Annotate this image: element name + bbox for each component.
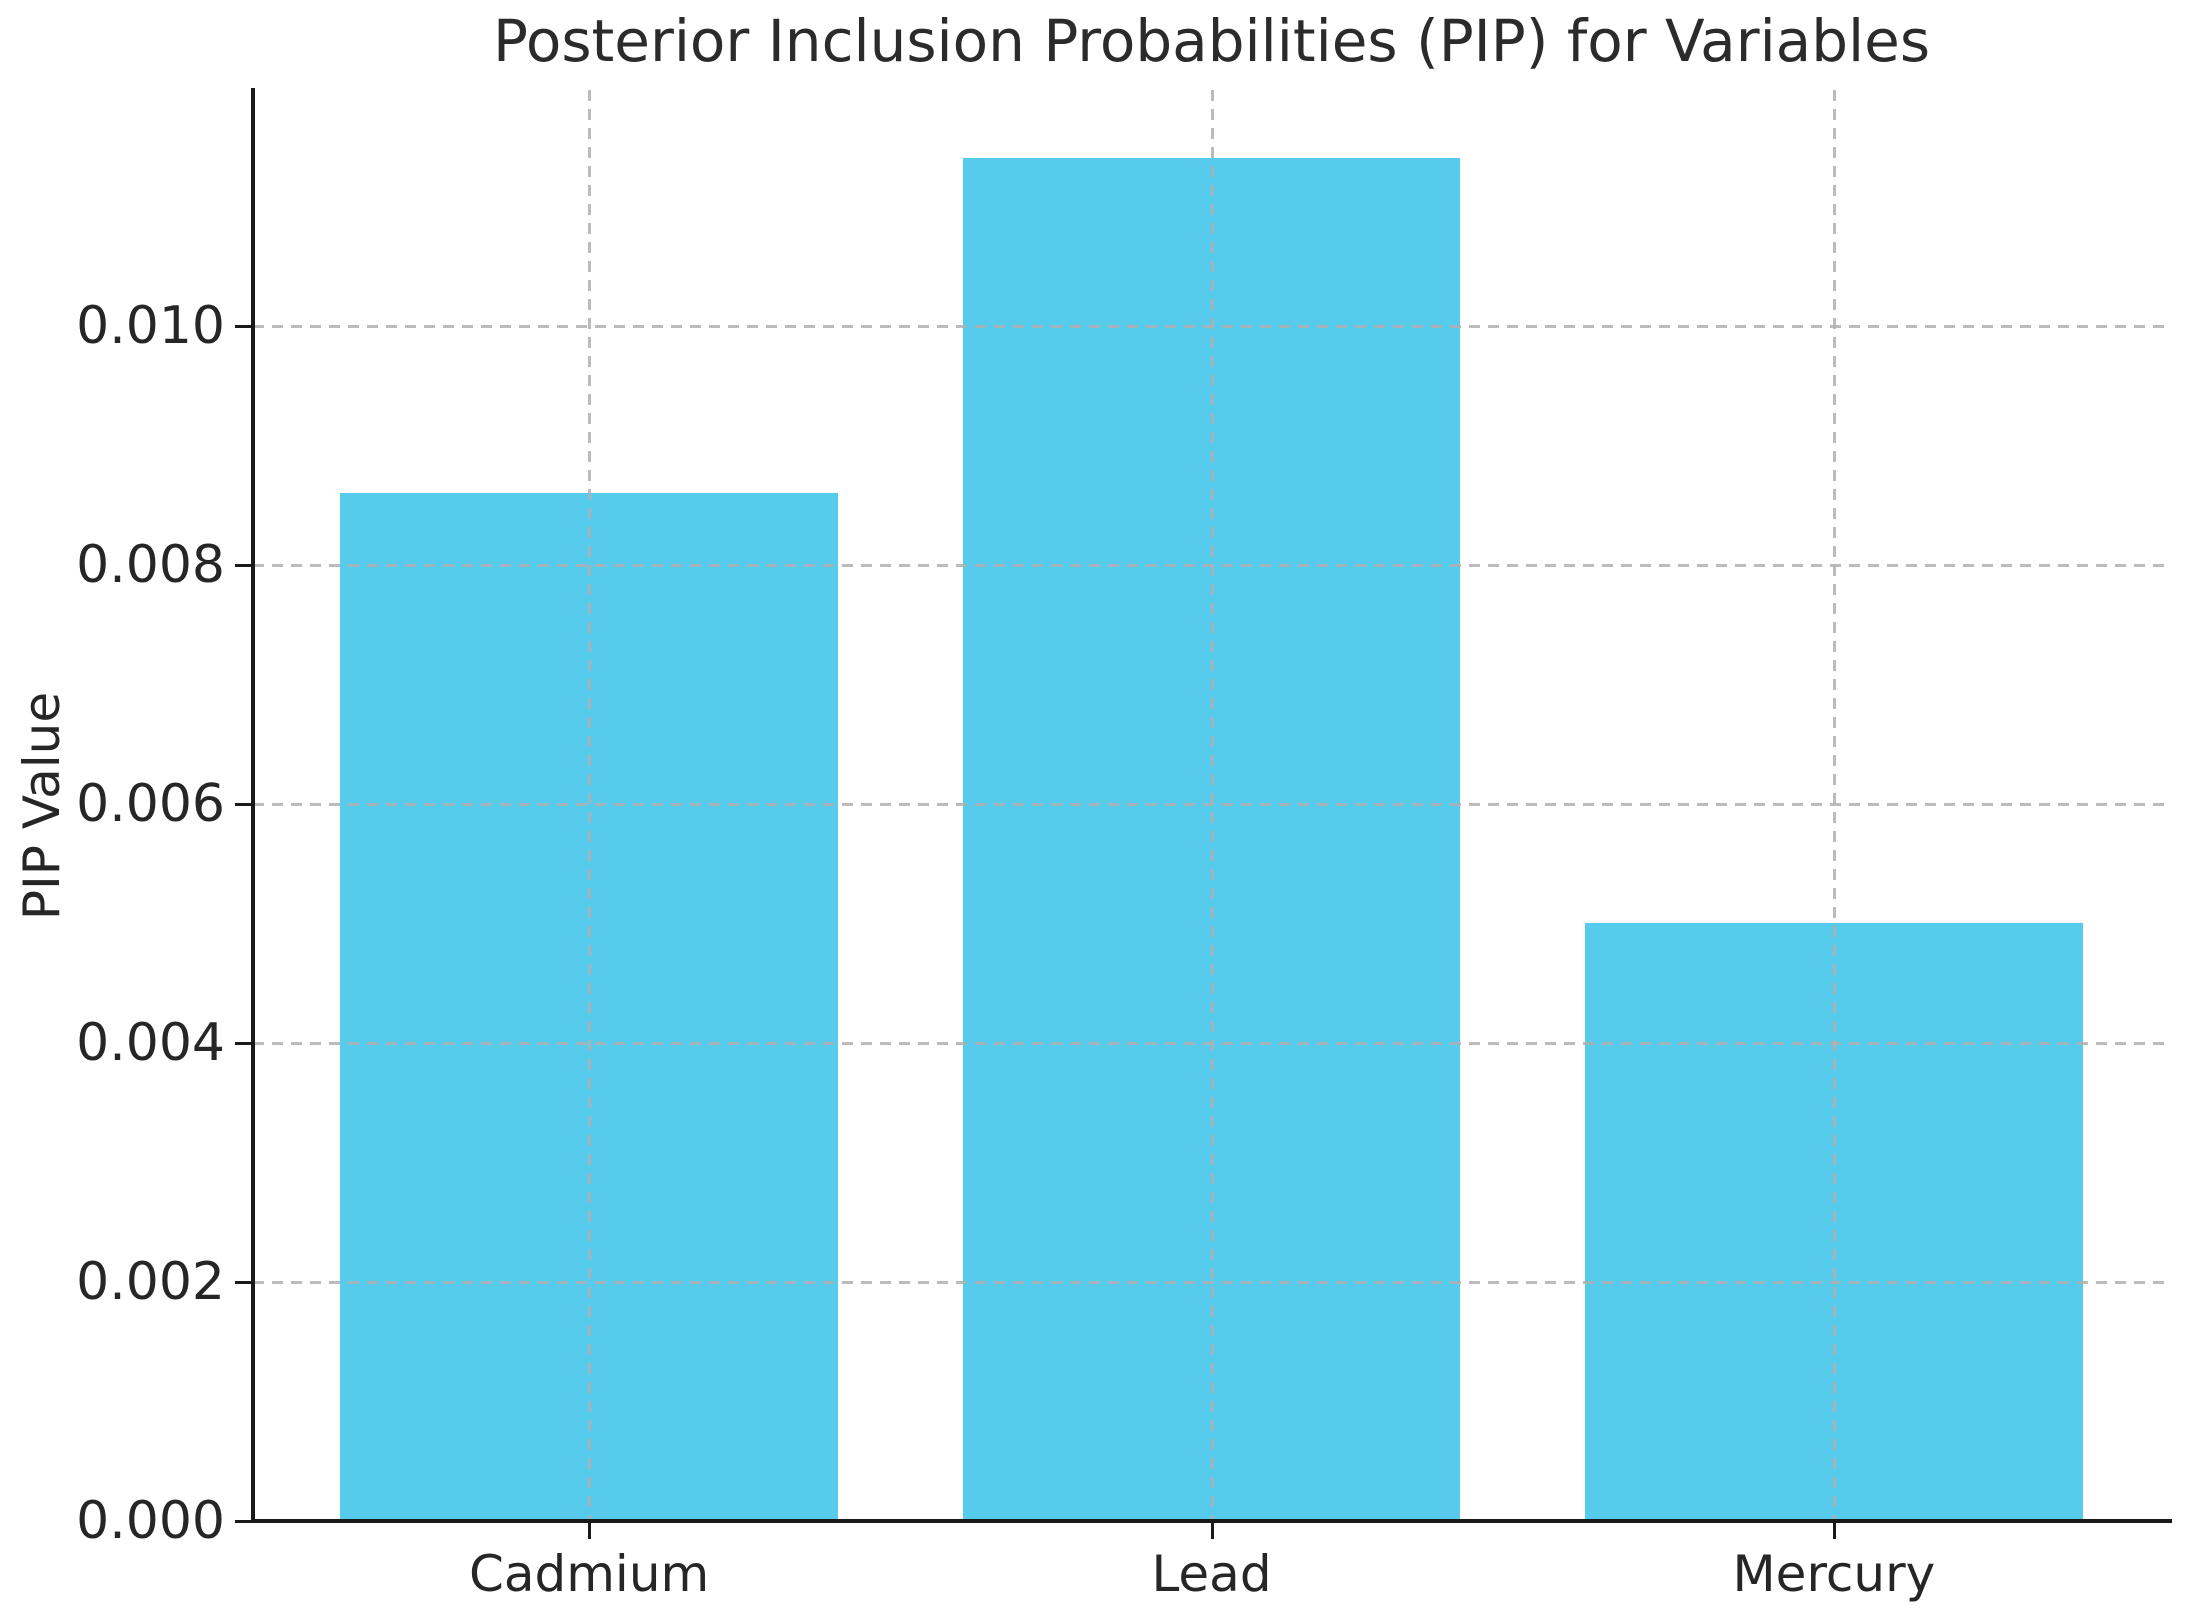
y-tick-label: 0.004 xyxy=(76,1012,225,1073)
y-tick xyxy=(235,324,253,328)
gridline-x-mercury xyxy=(1832,90,1836,1521)
x-tick xyxy=(588,1521,592,1539)
x-axis-spine xyxy=(251,1519,2172,1523)
y-tick-label: 0.000 xyxy=(76,1491,225,1551)
y-tick xyxy=(235,1520,253,1523)
y-tick xyxy=(235,802,253,806)
y-tick-label: 0.008 xyxy=(76,534,225,595)
x-tick xyxy=(1832,1521,1836,1539)
chart-title: Posterior Inclusion Probabilities (PIP) … xyxy=(492,7,1931,75)
gridline-x-cadmium xyxy=(588,90,592,1521)
x-tick-label-cadmium: Cadmium xyxy=(468,1545,710,1603)
y-tick-label: 0.010 xyxy=(76,295,225,356)
gridline-x-lead xyxy=(1210,90,1214,1521)
y-tick xyxy=(235,1041,253,1045)
y-axis-spine xyxy=(251,88,255,1523)
y-tick-label: 0.006 xyxy=(76,773,225,834)
x-tick-label-mercury: Mercury xyxy=(1732,1545,1936,1603)
x-tick-label-lead: Lead xyxy=(1151,1545,1272,1603)
y-tick xyxy=(235,563,253,567)
y-tick xyxy=(235,1280,253,1284)
y-tick-label: 0.002 xyxy=(76,1251,225,1312)
x-tick xyxy=(1210,1521,1214,1539)
